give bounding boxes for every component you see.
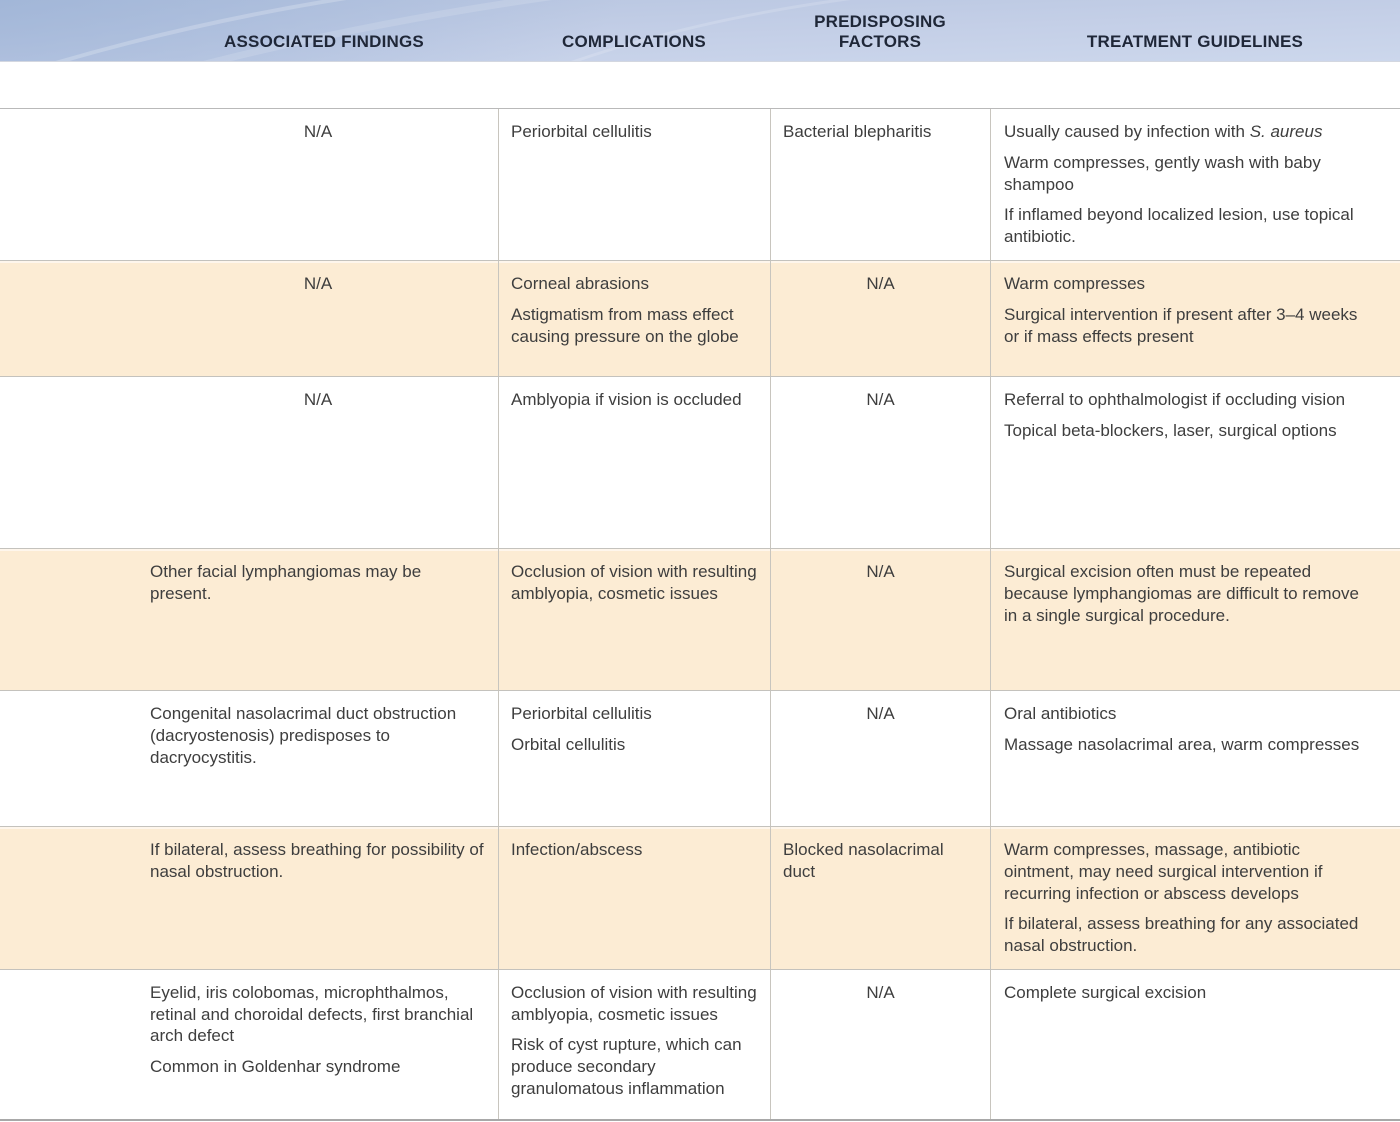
cell-treatment-guidelines: Warm compresses Surgical intervention if … bbox=[990, 261, 1400, 376]
cell-paragraph: Complete surgical excision bbox=[1004, 982, 1207, 1002]
column-header-complications: COMPLICATIONS bbox=[562, 31, 706, 51]
cell-predisposing-factors: N/A bbox=[770, 261, 990, 376]
cell-associated-findings: Other facial lymphangiomas may be presen… bbox=[0, 549, 498, 690]
cell-treatment-guidelines: Complete surgical excision bbox=[990, 969, 1400, 1119]
cell-paragraph: Occlusion of vision with resulting ambly… bbox=[511, 982, 757, 1024]
cell-predisposing-factors: Blocked nasolacrimal duct bbox=[770, 827, 990, 969]
column-header-predisposing-factors: PREDISPOSING FACTORS bbox=[814, 11, 946, 51]
cell-complications: Occlusion of vision with resulting ambly… bbox=[498, 969, 770, 1119]
cell-complications: Amblyopia if vision is occluded bbox=[498, 377, 770, 548]
table-row: Other facial lymphangiomas may be presen… bbox=[0, 549, 1400, 691]
cell-paragraph: Bacterial blepharitis bbox=[783, 122, 932, 141]
cell-predisposing-factors: Bacterial blepharitis bbox=[770, 109, 990, 260]
cell-complications: Corneal abrasions Astigmatism from mass e… bbox=[498, 261, 770, 376]
cell-paragraph: Oral antibiotics bbox=[1004, 704, 1117, 723]
cell-treatment-guidelines: Warm compresses, massage, antibiotic oin… bbox=[990, 827, 1400, 969]
cell-paragraph: Usually caused by infection with S. aure… bbox=[1004, 122, 1323, 141]
cell-paragraph: Orbital cellulitis bbox=[511, 734, 626, 754]
cell-associated-findings: Congenital nasolacrimal duct obstruction… bbox=[0, 691, 498, 826]
cell-complications: Infection/abscess bbox=[498, 827, 770, 969]
cell-complications: Periorbital cellulitis bbox=[498, 109, 770, 260]
cell-treatment-guidelines: Oral antibiotics Massage nasolacrimal are… bbox=[990, 691, 1400, 826]
cell-predisposing-factors: N/A bbox=[770, 549, 990, 690]
cell-paragraph: N/A bbox=[866, 704, 895, 723]
cell-paragraph: N/A bbox=[303, 390, 333, 409]
table-row: N/A Corneal abrasions Astigmatism from mas… bbox=[0, 261, 1400, 377]
cell-paragraph: Other facial lymphangiomas may be presen… bbox=[150, 562, 422, 603]
cell-paragraph: Warm compresses, gently wash with baby s… bbox=[1004, 152, 1321, 194]
cell-associated-findings: Eyelid, iris colobomas, microphthalmos, … bbox=[0, 970, 498, 1119]
cell-paragraph: Risk of cyst rupture, which can produce … bbox=[511, 1035, 742, 1098]
cell-predisposing-factors: N/A bbox=[770, 691, 990, 826]
table-row: Congenital nasolacrimal duct obstruction… bbox=[0, 691, 1400, 827]
cell-paragraph: Corneal abrasions bbox=[511, 274, 649, 293]
cell-treatment-guidelines: Referral to ophthalmologist if occluding… bbox=[990, 377, 1400, 548]
cell-paragraph: Occlusion of vision with resulting ambly… bbox=[511, 562, 757, 603]
cell-associated-findings: If bilateral, assess breathing for possi… bbox=[0, 827, 498, 969]
table-header-banner: ASSOCIATED FINDINGS COMPLICATIONS PREDIS… bbox=[0, 0, 1400, 62]
table-row: N/A Amblyopia if vision is occluded N/A Ref… bbox=[0, 377, 1400, 549]
findings-table-body: N/A Periorbital cellulitis Bacterial bleph… bbox=[0, 108, 1400, 1121]
cell-paragraph: If bilateral, assess breathing for any a… bbox=[1004, 914, 1359, 955]
table-row: If bilateral, assess breathing for possi… bbox=[0, 827, 1400, 970]
cell-paragraph: Referral to ophthalmologist if occluding… bbox=[1004, 390, 1346, 409]
banner-swoosh-decoration bbox=[55, 0, 851, 61]
cell-treatment-guidelines: Surgical excision often must be repeated… bbox=[990, 549, 1400, 690]
table-row: N/A Periorbital cellulitis Bacterial bleph… bbox=[0, 109, 1400, 261]
cell-complications: Periorbital cellulitis Orbital cellulitis bbox=[498, 691, 770, 826]
cell-paragraph: Periorbital cellulitis bbox=[511, 122, 652, 141]
cell-paragraph: Congenital nasolacrimal duct obstruction… bbox=[150, 704, 457, 767]
cell-paragraph: Blocked nasolacrimal duct bbox=[783, 840, 944, 881]
cell-paragraph: N/A bbox=[303, 122, 333, 141]
italic-text: S. aureus bbox=[1249, 122, 1323, 141]
table-row: Eyelid, iris colobomas, microphthalmos, … bbox=[0, 969, 1400, 1121]
cell-paragraph: Astigmatism from mass effect causing pre… bbox=[511, 304, 739, 346]
cell-paragraph: If bilateral, assess breathing for possi… bbox=[150, 840, 484, 881]
cell-paragraph: N/A bbox=[303, 274, 333, 293]
column-header-treatment-guidelines: TREATMENT GUIDELINES bbox=[1086, 31, 1304, 51]
cell-paragraph: N/A bbox=[866, 562, 895, 581]
cell-paragraph: Massage nasolacrimal area, warm compress… bbox=[1004, 734, 1360, 754]
cell-associated-findings: N/A bbox=[0, 109, 498, 260]
column-header-associated-findings: ASSOCIATED FINDINGS bbox=[224, 31, 424, 51]
cell-paragraph: Periorbital cellulitis bbox=[511, 704, 652, 723]
cell-paragraph: Amblyopia if vision is occluded bbox=[511, 390, 742, 409]
cell-paragraph: N/A bbox=[866, 274, 895, 293]
header-spacer bbox=[0, 62, 1400, 108]
cell-paragraph: Warm compresses bbox=[1004, 274, 1146, 293]
cell-associated-findings: N/A bbox=[0, 377, 498, 548]
cell-paragraph: N/A bbox=[866, 390, 895, 409]
cell-associated-findings: N/A bbox=[0, 261, 498, 376]
cell-paragraph: Topical beta-blockers, laser, surgical o… bbox=[1004, 420, 1337, 440]
cell-paragraph: N/A bbox=[866, 982, 895, 1002]
cell-paragraph: Surgical intervention if present after 3… bbox=[1004, 304, 1358, 346]
cell-paragraph: Surgical excision often must be repeated… bbox=[1004, 562, 1359, 625]
cell-paragraph: Infection/abscess bbox=[511, 840, 643, 859]
cell-paragraph: Common in Goldenhar syndrome bbox=[150, 1057, 401, 1076]
header-row: ASSOCIATED FINDINGS COMPLICATIONS PREDIS… bbox=[0, 0, 1400, 61]
cell-paragraph: Eyelid, iris colobomas, microphthalmos, … bbox=[150, 982, 474, 1046]
cell-predisposing-factors: N/A bbox=[770, 377, 990, 548]
cell-predisposing-factors: N/A bbox=[770, 969, 990, 1119]
cell-paragraph: If inflamed beyond localized lesion, use… bbox=[1004, 205, 1354, 246]
cell-paragraph: Warm compresses, massage, antibiotic oin… bbox=[1004, 840, 1323, 903]
cell-treatment-guidelines: Usually caused by infection with S. aure… bbox=[990, 109, 1400, 260]
cell-complications: Occlusion of vision with resulting ambly… bbox=[498, 549, 770, 690]
